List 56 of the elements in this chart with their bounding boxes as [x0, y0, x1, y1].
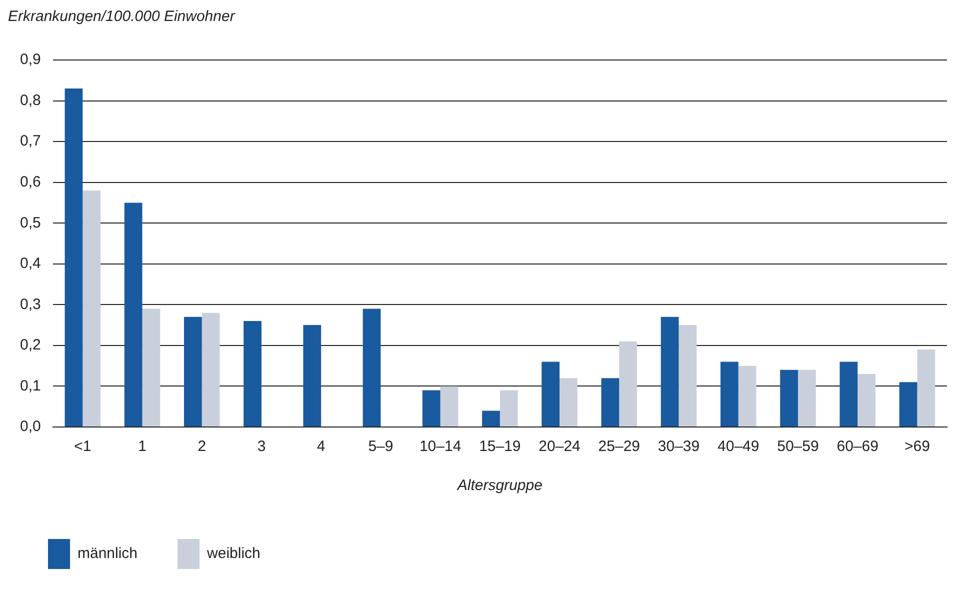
- bar: [738, 366, 756, 426]
- bar: [184, 316, 202, 426]
- x-axis-title: Altersgruppe: [456, 477, 542, 494]
- x-tick-label: 3: [257, 438, 266, 456]
- x-tick-label: 1: [138, 438, 146, 456]
- bar: [840, 362, 858, 426]
- bar: [244, 320, 262, 426]
- x-tick-label: 60–69: [836, 438, 878, 456]
- bar: [64, 88, 83, 426]
- x-tick-label: 15–19: [479, 438, 521, 456]
- bar: [482, 410, 500, 426]
- bar: [440, 386, 458, 426]
- bar: [202, 312, 220, 426]
- y-tick-label: 0,4: [20, 255, 41, 272]
- bar: [362, 308, 381, 426]
- bar: [560, 378, 578, 426]
- bar: [660, 316, 679, 426]
- bar: [798, 370, 816, 426]
- bar: [542, 362, 560, 426]
- bar: [858, 374, 876, 426]
- bar: [303, 325, 322, 426]
- x-tick-label: 4: [316, 438, 326, 456]
- y-tick-label: 0,6: [20, 173, 41, 190]
- y-axis-title: Erkrankungen/100.000 Einwohner: [8, 8, 236, 25]
- legend-label: weiblich: [206, 545, 260, 562]
- y-tick-label: 0,3: [20, 296, 41, 313]
- x-tick-label: >69: [904, 438, 930, 456]
- bar: [720, 362, 738, 426]
- bar: [899, 382, 918, 426]
- x-tick-label: 50–59: [777, 438, 819, 456]
- bar: [422, 390, 440, 426]
- x-tick-label: <1: [74, 438, 92, 456]
- bar: [124, 202, 142, 426]
- bar: [500, 390, 518, 426]
- y-tick-label: 0,5: [20, 214, 41, 232]
- x-tick-label: 40–49: [718, 438, 760, 456]
- x-tick-label: 5–9: [368, 438, 394, 456]
- bar: [917, 350, 936, 426]
- y-tick-label: 0,2: [20, 336, 41, 354]
- y-tick-label: 0,8: [20, 92, 41, 109]
- x-tick-label: 2: [198, 438, 206, 456]
- x-tick-label: 20–24: [538, 438, 580, 456]
- y-tick-label: 0,9: [20, 51, 41, 68]
- x-tick-label: 25–29: [598, 438, 640, 456]
- legend-label: männlich: [78, 545, 138, 562]
- bar: [142, 308, 160, 426]
- x-tick-label: 10–14: [419, 438, 462, 456]
- y-tick-label: 0,7: [20, 132, 41, 150]
- bar: [82, 190, 101, 426]
- bar: [619, 341, 638, 426]
- y-tick-label: 0,0: [20, 418, 41, 436]
- bar: [678, 325, 697, 426]
- y-tick-label: 0,1: [20, 377, 41, 394]
- bar: [601, 378, 620, 426]
- bar: [780, 370, 798, 426]
- x-tick-label: 30–39: [658, 438, 700, 456]
